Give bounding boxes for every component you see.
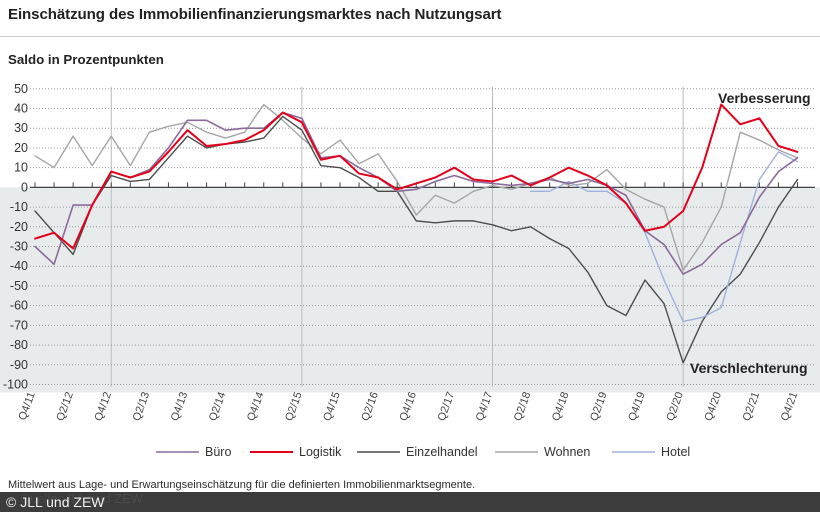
svg-text:Q2/15: Q2/15 (283, 390, 305, 422)
svg-text:Q4/13: Q4/13 (169, 390, 191, 422)
svg-text:Büro: Büro (205, 445, 231, 459)
svg-text:10: 10 (14, 161, 28, 175)
svg-text:Q2/18: Q2/18 (512, 390, 534, 422)
svg-text:-90: -90 (10, 358, 28, 372)
svg-text:-80: -80 (10, 338, 28, 352)
svg-text:Verbesserung: Verbesserung (718, 90, 811, 106)
svg-text:Q4/18: Q4/18 (550, 390, 572, 422)
svg-text:50: 50 (14, 82, 28, 96)
svg-text:-50: -50 (10, 279, 28, 293)
svg-text:Q4/19: Q4/19 (626, 390, 648, 422)
svg-text:Q4/20: Q4/20 (703, 390, 725, 422)
svg-text:-70: -70 (10, 318, 28, 332)
svg-text:Logistik: Logistik (299, 445, 342, 459)
svg-text:-30: -30 (10, 240, 28, 254)
svg-text:-10: -10 (10, 200, 28, 214)
svg-text:Q2/20: Q2/20 (664, 390, 686, 422)
svg-text:Q2/14: Q2/14 (207, 390, 229, 422)
svg-text:-60: -60 (10, 299, 28, 313)
svg-text:Q4/11: Q4/11 (17, 390, 38, 422)
svg-text:Q4/14: Q4/14 (245, 390, 267, 422)
svg-text:Q4/15: Q4/15 (321, 390, 343, 422)
svg-text:Hotel: Hotel (661, 445, 690, 459)
svg-text:40: 40 (14, 102, 28, 116)
svg-text:Q4/16: Q4/16 (398, 390, 420, 422)
svg-text:Q2/13: Q2/13 (131, 390, 153, 422)
svg-text:Wohnen: Wohnen (544, 445, 590, 459)
svg-text:-40: -40 (10, 259, 28, 273)
svg-text:Q4/12: Q4/12 (93, 390, 115, 422)
svg-text:-100: -100 (3, 378, 28, 392)
svg-text:0: 0 (21, 180, 28, 194)
svg-text:Q2/21: Q2/21 (741, 390, 763, 422)
svg-text:Q2/16: Q2/16 (359, 390, 381, 422)
svg-text:30: 30 (14, 121, 28, 135)
svg-text:Q4/17: Q4/17 (474, 390, 496, 422)
svg-text:Verschlechterung: Verschlechterung (690, 360, 808, 376)
svg-text:Einzelhandel: Einzelhandel (406, 445, 478, 459)
svg-text:Q4/21: Q4/21 (779, 390, 801, 422)
svg-text:Q2/19: Q2/19 (588, 390, 610, 422)
svg-text:-20: -20 (10, 220, 28, 234)
svg-text:Q2/17: Q2/17 (436, 390, 458, 422)
svg-text:Q2/12: Q2/12 (54, 390, 76, 422)
svg-text:20: 20 (14, 141, 28, 155)
